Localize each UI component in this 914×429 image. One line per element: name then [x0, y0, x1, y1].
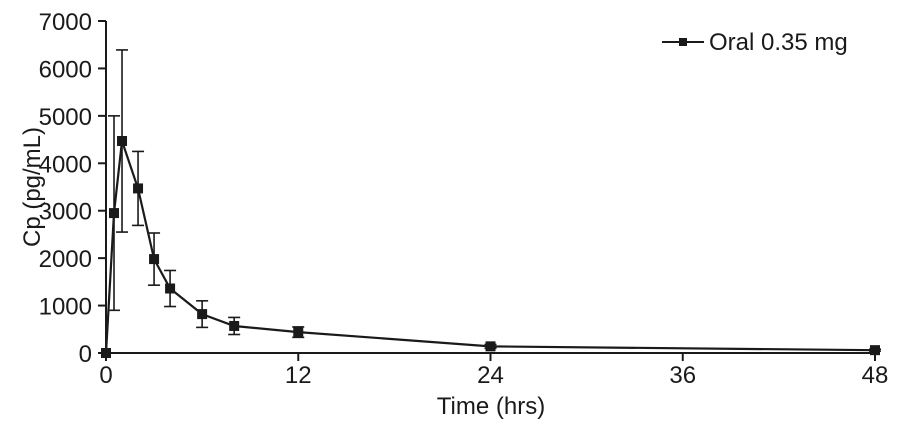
- data-point-marker: [229, 320, 240, 331]
- y-tick-label: 1000: [39, 294, 92, 321]
- data-point-marker: [870, 345, 880, 356]
- axes: [105, 21, 877, 354]
- y-tick-label: 2000: [39, 246, 92, 273]
- y-tick-label: 6000: [39, 56, 92, 83]
- y-tick-label: 0: [79, 341, 92, 368]
- x-tick-label: 24: [477, 362, 504, 389]
- y-tick-label: 3000: [39, 199, 92, 226]
- y-tick-label: 4000: [39, 151, 92, 178]
- x-tick-label: 36: [669, 362, 696, 389]
- data-point-marker: [117, 135, 128, 146]
- x-tick-label: 48: [862, 362, 889, 389]
- data-point-marker: [149, 254, 160, 265]
- y-axis-title: Cp (pg/mL): [19, 127, 46, 247]
- series-layer: [101, 49, 881, 358]
- y-axis-ticks: 0 1000 2000 3000 4000 5000 6000 7000: [39, 9, 106, 368]
- x-axis-title: Time (hrs): [437, 393, 545, 420]
- data-point-marker: [165, 283, 176, 294]
- legend: Oral 0.35 mg: [662, 29, 848, 56]
- data-point-marker: [197, 309, 208, 320]
- data-point-marker: [133, 183, 144, 194]
- data-point-marker: [101, 348, 111, 358]
- data-point-marker: [293, 327, 304, 338]
- x-tick-label: 0: [99, 362, 112, 389]
- data-point-marker: [109, 208, 120, 219]
- legend-label: Oral 0.35 mg: [709, 29, 848, 56]
- series-line: [104, 140, 876, 354]
- x-axis-ticks: 0 12 24 36 48: [99, 353, 888, 389]
- x-tick-label: 12: [285, 362, 312, 389]
- y-tick-label: 5000: [39, 104, 92, 131]
- y-tick-label: 7000: [39, 9, 92, 36]
- data-point-marker: [485, 341, 496, 352]
- legend-marker: [679, 38, 687, 46]
